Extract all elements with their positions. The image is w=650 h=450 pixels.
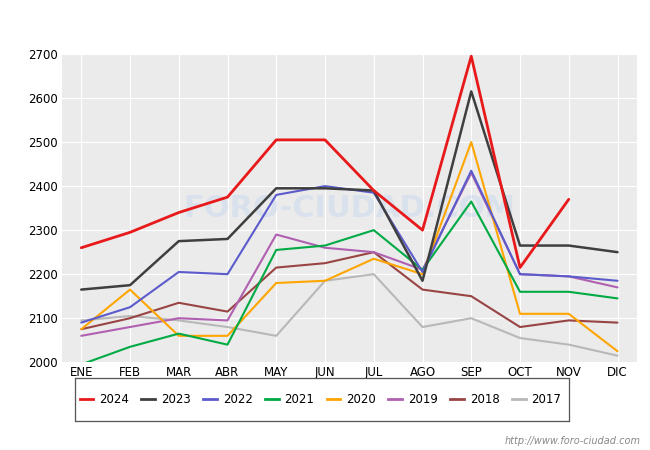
Text: 2024: 2024	[99, 393, 129, 406]
Text: 2021: 2021	[285, 393, 315, 406]
Text: 2022: 2022	[223, 393, 253, 406]
Text: FORO-CIUDAD.COM: FORO-CIUDAD.COM	[183, 194, 515, 223]
Text: 2023: 2023	[161, 393, 190, 406]
Text: 2020: 2020	[346, 393, 376, 406]
Text: http://www.foro-ciudad.com: http://www.foro-ciudad.com	[504, 436, 640, 446]
Text: 2019: 2019	[408, 393, 438, 406]
Text: 2018: 2018	[470, 393, 499, 406]
Text: Afiliados en Peñafiel a 30/11/2024: Afiliados en Peñafiel a 30/11/2024	[171, 16, 479, 34]
Text: 2017: 2017	[532, 393, 562, 406]
